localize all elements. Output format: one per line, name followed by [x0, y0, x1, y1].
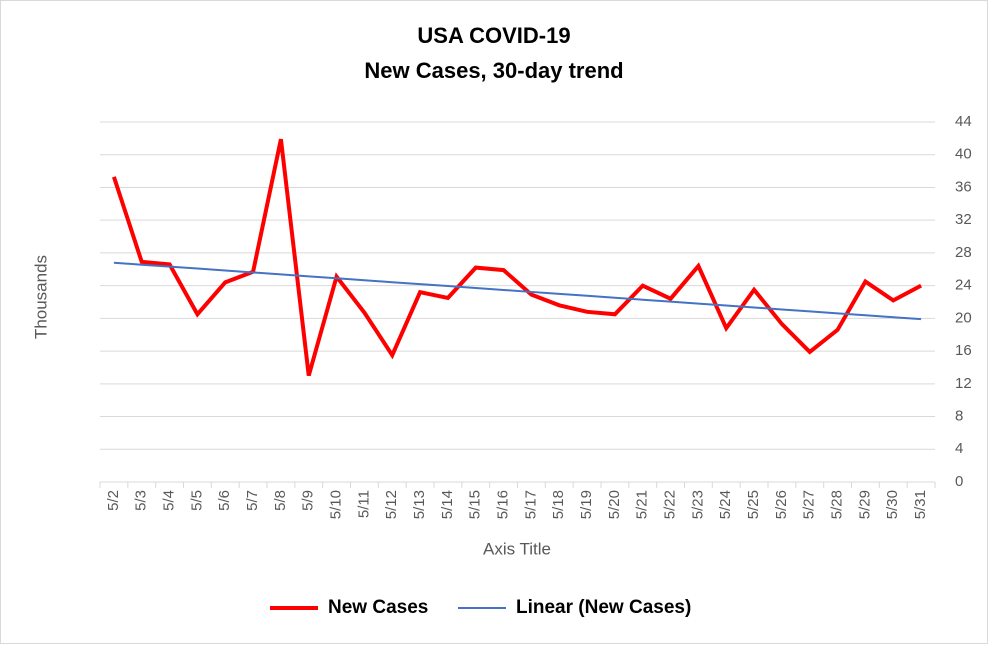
- x-tick-label: 5/11: [355, 490, 372, 518]
- x-axis-title: Axis Title: [483, 539, 551, 558]
- x-tick-label: 5/21: [634, 490, 651, 519]
- series-line: [113, 261, 922, 321]
- x-tick-label: 5/31: [912, 490, 929, 519]
- x-tick-label: 5/28: [829, 490, 846, 519]
- y-tick-label: 8: [955, 408, 963, 425]
- x-tick-label: 5/7: [244, 490, 261, 511]
- chart-title: USA COVID-19: [417, 23, 570, 48]
- y-tick-label: 4: [955, 440, 963, 457]
- y-tick-label: 24: [955, 277, 972, 294]
- y-tick-label: 0: [955, 473, 963, 490]
- y-tick-label: 16: [955, 342, 972, 359]
- x-tick-label: 5/16: [495, 490, 512, 519]
- x-tick-label: 5/6: [216, 490, 233, 511]
- x-tick-label: 5/3: [133, 490, 150, 511]
- y-tick-label: 32: [955, 211, 972, 228]
- x-tick-label: 5/19: [578, 490, 595, 519]
- x-tick-label: 5/4: [161, 490, 178, 511]
- x-tick-label: 5/25: [745, 490, 762, 519]
- y-tick-label: 12: [955, 375, 972, 392]
- x-tick-label: 5/26: [773, 490, 790, 519]
- x-tick-label: 5/2: [105, 490, 122, 511]
- x-tick-label: 5/9: [300, 490, 317, 511]
- x-tick-label: 5/8: [272, 490, 289, 511]
- y-tick-label: 20: [955, 309, 972, 326]
- x-tick-label: 5/24: [717, 490, 734, 519]
- x-tick-label: 5/29: [856, 490, 873, 519]
- series-line: [112, 138, 923, 377]
- x-tick-label: 5/17: [522, 490, 539, 519]
- y-tick-label: 44: [955, 113, 972, 130]
- x-tick-label: 5/27: [801, 490, 818, 519]
- x-tick-label: 5/14: [439, 490, 456, 519]
- x-tick-label: 5/5: [188, 490, 205, 511]
- legend-label: Linear (New Cases): [516, 597, 691, 618]
- x-tick-label: 5/30: [884, 490, 901, 519]
- x-tick-label: 5/13: [411, 490, 428, 519]
- y-tick-label: 40: [955, 146, 972, 163]
- x-tick-label: 5/23: [689, 490, 706, 519]
- x-tick-label: 5/22: [662, 490, 679, 519]
- x-tick-label: 5/20: [606, 490, 623, 519]
- x-tick-label: 5/18: [550, 490, 567, 519]
- x-tick-label: 5/12: [383, 490, 400, 519]
- y-tick-label: 28: [955, 244, 972, 261]
- y-tick-label: 36: [955, 178, 972, 195]
- chart-subtitle: New Cases, 30-day trend: [364, 58, 623, 83]
- y-axis-title: Thousands: [31, 255, 50, 339]
- x-tick-label: 5/15: [467, 490, 484, 519]
- x-tick-label: 5/10: [328, 490, 345, 519]
- legend-label: New Cases: [328, 597, 428, 618]
